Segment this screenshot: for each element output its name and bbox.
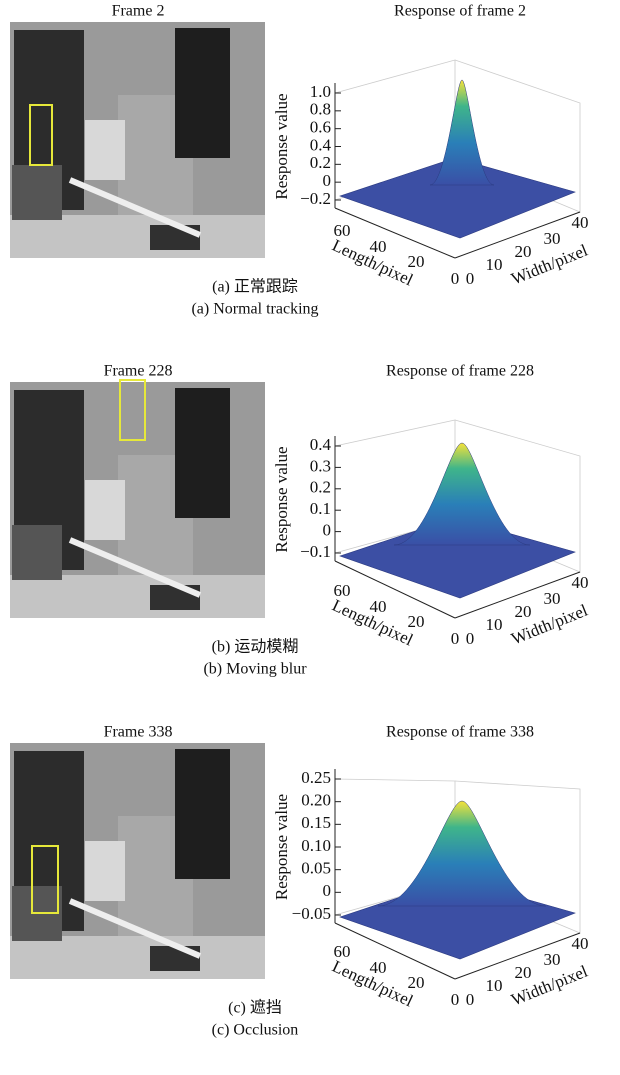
caption-cn: (a) 正常跟踪 bbox=[212, 278, 298, 296]
z-tick-label: −0.05 bbox=[292, 904, 331, 923]
z-tick-label: 0.2 bbox=[310, 478, 331, 497]
photo-amp bbox=[175, 749, 230, 879]
photo-table bbox=[10, 215, 265, 258]
width-tick-label: 40 bbox=[572, 213, 589, 232]
length-tick-label: 20 bbox=[408, 252, 425, 271]
photo-box bbox=[85, 841, 125, 901]
z-tick-label: 0.4 bbox=[310, 135, 332, 154]
width-tick-label: 30 bbox=[544, 950, 561, 969]
caption-en: (a) Normal tracking bbox=[191, 301, 318, 318]
surface-peak bbox=[378, 801, 546, 906]
width-tick-label: 40 bbox=[572, 573, 589, 592]
plot-title: Response of frame 338 bbox=[386, 724, 534, 741]
z-axis-label: Response value bbox=[272, 794, 291, 900]
frame-title: Frame 228 bbox=[104, 363, 173, 380]
photo-table bbox=[10, 936, 265, 979]
z-tick-label: 0 bbox=[323, 171, 332, 190]
z-tick-label: 0.3 bbox=[310, 456, 331, 475]
width-tick-label: 30 bbox=[544, 589, 561, 608]
length-tick-label: 20 bbox=[408, 973, 425, 992]
caption-cn: (b) 运动模糊 bbox=[212, 638, 299, 656]
plot-title: Response of frame 228 bbox=[386, 363, 534, 380]
width-tick-label: 10 bbox=[486, 255, 503, 274]
length-tick-label: 0 bbox=[451, 990, 460, 1009]
plot-title: Response of frame 2 bbox=[394, 3, 526, 20]
z-tick-label: 0.1 bbox=[310, 499, 331, 518]
width-tick-label: 40 bbox=[572, 934, 589, 953]
z-tick-label: 0.4 bbox=[310, 435, 332, 454]
z-tick-label: 0.15 bbox=[301, 813, 331, 832]
width-tick-label: 0 bbox=[466, 990, 475, 1009]
width-tick-label: 0 bbox=[466, 269, 475, 288]
z-axis-label: Response value bbox=[272, 446, 291, 552]
width-tick-label: 20 bbox=[515, 963, 532, 982]
figure: Frame 2Response of frame 21.00.80.60.40.… bbox=[0, 0, 620, 1070]
width-tick-label: 30 bbox=[544, 229, 561, 248]
frame-title: Frame 2 bbox=[112, 3, 165, 20]
width-tick-label: 10 bbox=[486, 615, 503, 634]
caption-cn: (c) 遮挡 bbox=[228, 999, 282, 1017]
width-tick-label: 10 bbox=[486, 976, 503, 995]
frame-title: Frame 338 bbox=[104, 724, 173, 741]
panel: Frame 2 Response of frame 2 1.00.80.60.40.… bbox=[10, 3, 591, 318]
caption-en: (b) Moving blur bbox=[203, 661, 307, 678]
z-tick-label: 0.25 bbox=[301, 768, 331, 787]
photo-mug bbox=[12, 525, 62, 580]
length-tick-label: 20 bbox=[408, 612, 425, 631]
panel: Frame 228 Response of frame 228 0.4 0.3 0.2 0… bbox=[10, 363, 591, 678]
panel: Frame 338 Response of frame 338 0.25 0.20 0.… bbox=[10, 724, 591, 1039]
photo-box bbox=[85, 480, 125, 540]
width-tick-label: 20 bbox=[515, 242, 532, 261]
photo-amp bbox=[175, 28, 230, 158]
caption-en: (c) Occlusion bbox=[212, 1022, 299, 1039]
z-axis-label: Response value bbox=[272, 93, 291, 199]
photo-amp bbox=[175, 388, 230, 518]
z-tick-label: 0.10 bbox=[301, 836, 331, 855]
z-tick-label: −0.2 bbox=[300, 189, 331, 208]
z-tick-label: 0.05 bbox=[301, 859, 331, 878]
width-tick-label: 20 bbox=[515, 602, 532, 621]
surface-peak bbox=[394, 443, 530, 545]
length-tick-label: 0 bbox=[451, 269, 460, 288]
z-tick-label: 0 bbox=[323, 521, 332, 540]
photo-table bbox=[10, 575, 265, 618]
z-tick-label: 0.8 bbox=[310, 100, 331, 119]
z-tick-label: 0.6 bbox=[310, 118, 331, 137]
z-tick-label: 1.0 bbox=[310, 82, 331, 101]
z-tick-label: 0.20 bbox=[301, 791, 331, 810]
z-tick-label: 0 bbox=[323, 881, 332, 900]
z-tick-label: −0.1 bbox=[300, 542, 331, 561]
length-tick-label: 0 bbox=[451, 629, 460, 648]
photo-mug bbox=[12, 165, 62, 220]
width-tick-label: 0 bbox=[466, 629, 475, 648]
z-tick-label: 0.2 bbox=[310, 153, 331, 172]
photo-box bbox=[85, 120, 125, 180]
